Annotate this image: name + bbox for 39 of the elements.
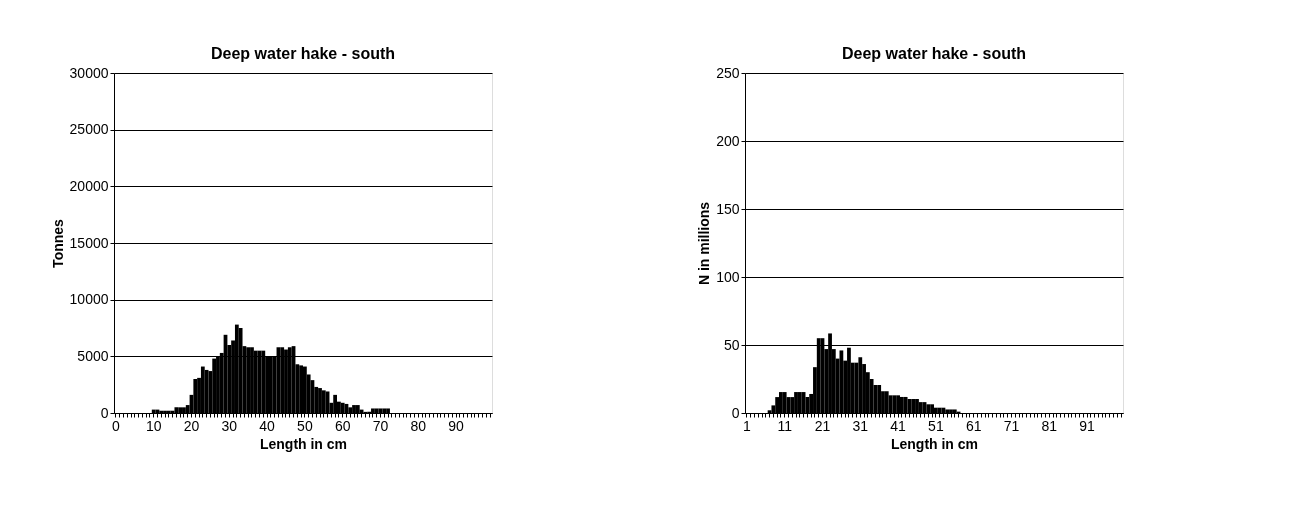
x-tick-label: 0 xyxy=(111,417,120,434)
y-tick-label: 20000 xyxy=(69,177,109,194)
y-tick-label: 100 xyxy=(716,268,740,285)
x-tick-label: 90 xyxy=(448,417,465,434)
x-tick-label: 71 xyxy=(1003,417,1020,434)
x-axis-title: Length in cm xyxy=(259,435,348,452)
x-tick-label: 20 xyxy=(183,417,200,434)
x-tick-label: 91 xyxy=(1079,417,1096,434)
y-tick-label: 0 xyxy=(100,404,109,421)
x-tick-label: 51 xyxy=(928,417,944,434)
x-tick-label: 70 xyxy=(372,417,389,434)
x-tick-label: 81 xyxy=(1041,417,1058,434)
y-tick-label: 30000 xyxy=(69,64,109,81)
x-tick-label: 10 xyxy=(145,417,162,434)
x-tick-label: 41 xyxy=(890,417,907,434)
y-tick-label: 250 xyxy=(716,64,740,81)
y-axis-title: N in millions xyxy=(696,201,713,286)
x-tick-label: 50 xyxy=(297,417,313,434)
x-tick-label: 40 xyxy=(259,417,276,434)
x-tick-label: 60 xyxy=(334,417,351,434)
x-tick-label: 80 xyxy=(410,417,427,434)
x-tick-label: 30 xyxy=(221,417,238,434)
x-tick-label: 1 xyxy=(742,417,751,434)
y-tick-label: 150 xyxy=(716,200,740,217)
y-tick-label: 10000 xyxy=(69,291,109,308)
y-tick-label: 50 xyxy=(723,336,740,353)
chart-title: Deep water hake - south xyxy=(841,45,1027,62)
x-axis-title: Length in cm xyxy=(890,435,979,452)
y-axis-title: Tonnes xyxy=(49,218,66,268)
y-tick-label: 15000 xyxy=(69,234,109,251)
y-tick-label: 0 xyxy=(731,404,740,421)
y-tick-label: 200 xyxy=(716,132,740,149)
chart-title: Deep water hake - south xyxy=(210,45,396,62)
x-tick-label: 11 xyxy=(777,417,793,434)
x-tick-label: 21 xyxy=(814,417,831,434)
x-tick-label: 61 xyxy=(965,417,982,434)
x-tick-label: 31 xyxy=(852,417,869,434)
y-tick-label: 5000 xyxy=(77,347,109,364)
y-tick-label: 25000 xyxy=(69,121,109,138)
